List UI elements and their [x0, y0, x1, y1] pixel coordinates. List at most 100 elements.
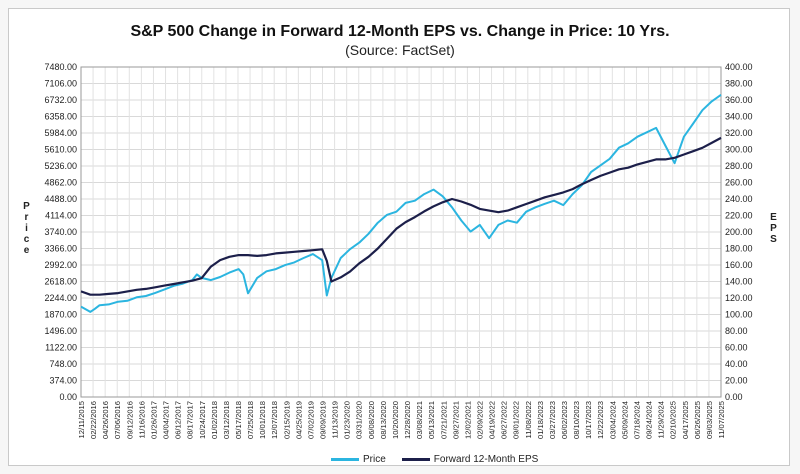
- left-tick-label: 2992.00: [44, 260, 77, 270]
- right-tick-label: 200.00: [725, 227, 753, 237]
- left-tick-label: 1122.00: [45, 343, 77, 353]
- chart-title: S&P 500 Change in Forward 12-Month EPS v…: [130, 23, 670, 40]
- left-tick-label: 5984.00: [44, 128, 77, 138]
- left-axis-title-char: e: [24, 245, 31, 256]
- grid: [80, 66, 722, 398]
- right-axis-title-char: S: [770, 234, 778, 245]
- left-tick-label: 1496.00: [44, 326, 77, 336]
- x-tick-label: 10/24/2017: [198, 401, 207, 439]
- left-axis-title: Price: [23, 201, 31, 256]
- x-tick-label: 01/02/2018: [210, 401, 219, 439]
- x-tick-label: 09/09/2019: [319, 401, 328, 439]
- right-tick-label: 120.00: [725, 293, 753, 303]
- legend-label-price: Price: [363, 454, 386, 465]
- x-tick-label: 09/03/2025: [705, 401, 714, 439]
- x-tick-label: 11/29/2024: [657, 401, 666, 438]
- left-tick-label: 2618.00: [44, 277, 77, 287]
- x-tick-label: 12/22/2023: [596, 401, 605, 439]
- right-tick-label: 380.00: [725, 79, 753, 89]
- left-tick-label: 6732.00: [44, 95, 77, 105]
- chart-frame: S&P 500 Change in Forward 12-Month EPS v…: [8, 8, 790, 466]
- right-tick-label: 60.00: [725, 343, 748, 353]
- x-tick-label: 03/12/2018: [222, 401, 231, 439]
- x-tick-label: 09/12/2016: [125, 401, 134, 439]
- left-axis-title-char: r: [25, 212, 30, 223]
- x-tick-label: 04/25/2019: [294, 401, 303, 439]
- x-tick-label: 11/07/2025: [717, 401, 726, 438]
- right-tick-label: 280.00: [725, 161, 753, 171]
- left-tick-label: 374.00: [49, 376, 77, 386]
- left-tick-label: 3366.00: [44, 244, 77, 254]
- x-tick-label: 12/07/2018: [270, 401, 279, 439]
- x-tick-label: 11/08/2022: [524, 401, 533, 438]
- x-tick-label: 09/01/2022: [512, 401, 521, 439]
- x-tick-label: 03/27/2023: [548, 401, 557, 439]
- right-tick-label: 180.00: [725, 244, 753, 254]
- x-tick-label: 12/11/2015: [77, 401, 86, 438]
- right-tick-label: 260.00: [725, 178, 753, 188]
- plot-border: [80, 66, 722, 398]
- x-tick-label: 07/18/2024: [632, 401, 641, 439]
- left-tick-label: 3740.00: [44, 227, 77, 237]
- left-axis-title-char: i: [25, 223, 29, 234]
- x-tick-label: 07/25/2018: [246, 401, 255, 439]
- right-axis-title: EPS: [770, 212, 778, 245]
- x-tick-label: 01/26/2017: [149, 401, 158, 439]
- left-axis-title-char: P: [23, 201, 31, 212]
- left-tick-label: 4488.00: [44, 194, 77, 204]
- legend-item-eps: Forward 12-Month EPS: [401, 454, 539, 465]
- right-tick-label: 340.00: [725, 112, 753, 122]
- right-tick-label: 40.00: [725, 359, 748, 369]
- left-tick-label: 7106.00: [44, 79, 77, 89]
- x-tick-label: 06/08/2020: [367, 401, 376, 439]
- x-tick-label: 08/10/2023: [572, 401, 581, 439]
- legend-swatch-price: [331, 458, 359, 461]
- eps-series-line: [80, 136, 722, 296]
- x-tick-label: 01/18/2023: [536, 401, 545, 439]
- x-tick-label: 11/13/2019: [331, 401, 340, 438]
- right-axis-title-char: E: [770, 212, 778, 223]
- x-tick-label: 11/16/2016: [137, 401, 146, 438]
- x-tick-label: 04/26/2016: [101, 401, 110, 439]
- x-tick-label: 06/12/2017: [174, 401, 183, 439]
- left-axis-ticks: 7480.00 7106.00 6732.00 6358.00 5984.00 5610.…: [44, 62, 77, 402]
- chart-svg: 7480.00 7106.00 6732.00 6358.00 5984.00 5610.…: [23, 62, 778, 439]
- right-tick-label: 20.00: [725, 376, 748, 386]
- x-tick-label: 09/24/2024: [645, 401, 654, 439]
- left-tick-label: 5610.00: [44, 145, 77, 155]
- x-tick-label: 10/01/2018: [258, 401, 267, 439]
- right-tick-label: 300.00: [725, 145, 753, 155]
- right-tick-label: 80.00: [725, 326, 748, 336]
- left-tick-label: 1870.00: [44, 310, 77, 320]
- right-tick-label: 360.00: [725, 95, 753, 105]
- right-tick-label: 400.00: [725, 62, 753, 72]
- x-tick-label: 12/02/2021: [463, 401, 472, 439]
- left-tick-label: 2244.00: [44, 293, 77, 303]
- left-tick-label: 7480.00: [44, 62, 77, 72]
- legend-label-eps: Forward 12-Month EPS: [433, 454, 539, 465]
- right-tick-label: 320.00: [725, 128, 753, 138]
- x-tick-label: 03/08/2021: [415, 401, 424, 439]
- x-tick-label: 02/09/2022: [475, 401, 484, 439]
- left-tick-label: 0.00: [59, 392, 77, 402]
- right-tick-label: 160.00: [725, 260, 753, 270]
- x-tick-label: 05/17/2018: [234, 401, 243, 439]
- x-tick-label: 12/28/2020: [403, 401, 412, 439]
- right-axis-title-char: P: [770, 223, 778, 234]
- x-tick-label: 09/27/2021: [451, 401, 460, 439]
- x-tick-label: 07/02/2019: [306, 401, 315, 439]
- x-tick-label: 03/04/2024: [608, 401, 617, 439]
- right-tick-label: 100.00: [725, 310, 753, 320]
- left-axis-title-char: c: [24, 234, 31, 245]
- legend-swatch-eps: [401, 458, 430, 461]
- x-axis-ticks: 12/11/2015 02/22/2016 04/26/2016 07/06/2016…: [77, 401, 726, 439]
- x-tick-label: 10/17/2023: [584, 401, 593, 439]
- left-tick-label: 4862.00: [44, 178, 77, 188]
- x-tick-label: 07/06/2016: [113, 401, 122, 439]
- x-tick-label: 02/22/2016: [89, 401, 98, 439]
- right-tick-label: 140.00: [725, 277, 753, 287]
- x-tick-label: 04/17/2025: [681, 401, 690, 439]
- x-tick-label: 02/10/2025: [669, 401, 678, 439]
- x-tick-label: 05/13/2021: [427, 401, 436, 439]
